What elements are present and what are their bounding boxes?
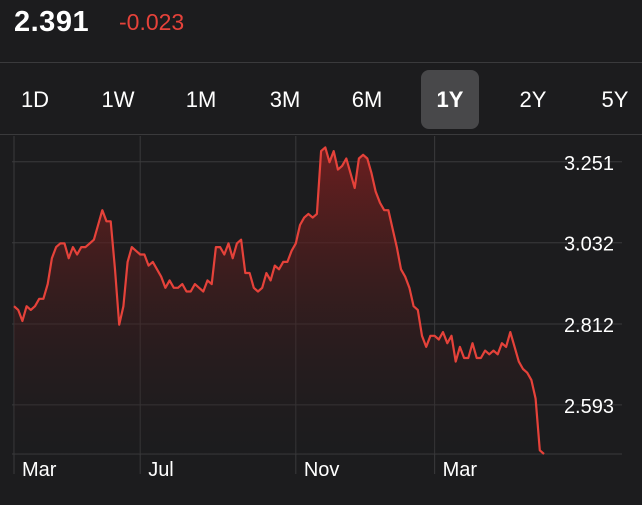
- price-line: [13, 146, 545, 455]
- y-tick-label: 3.032: [564, 234, 614, 256]
- tab-3m[interactable]: 3M: [269, 86, 301, 112]
- y-tick-label: 2.593: [564, 396, 614, 418]
- price-change: -0.023: [119, 9, 185, 35]
- price-chart[interactable]: 3.251 3.032 2.812 2.593 Mar Jul Nov Mar: [0, 136, 642, 500]
- quote-header: 2.391 -0.023: [0, 0, 642, 62]
- header-divider: [0, 62, 642, 63]
- tab-1y[interactable]: 1Y: [421, 70, 479, 129]
- tab-6m[interactable]: 6M: [351, 86, 383, 112]
- y-tick-label: 3.251: [564, 153, 614, 175]
- tab-2y[interactable]: 2Y: [519, 86, 547, 112]
- price-chart-svg: 3.251 3.032 2.812 2.593 Mar Jul Nov Mar: [12, 136, 622, 481]
- range-tabs: 1D 1W 1M 3M 6M 1Y 2Y 5Y: [0, 64, 642, 134]
- price-area-fill: [14, 147, 544, 454]
- x-tick-label: Nov: [304, 459, 340, 481]
- current-price: 2.391: [14, 6, 90, 38]
- tab-5y[interactable]: 5Y: [601, 86, 629, 112]
- tab-1m[interactable]: 1M: [185, 86, 217, 112]
- tab-1w[interactable]: 1W: [101, 86, 135, 112]
- x-tick-label: Mar: [443, 459, 478, 481]
- y-tick-label: 2.812: [564, 315, 614, 337]
- x-tick-label: Jul: [148, 459, 174, 481]
- x-tick-label: Mar: [22, 459, 57, 481]
- tabs-divider: [0, 134, 642, 135]
- tab-1d[interactable]: 1D: [20, 86, 50, 112]
